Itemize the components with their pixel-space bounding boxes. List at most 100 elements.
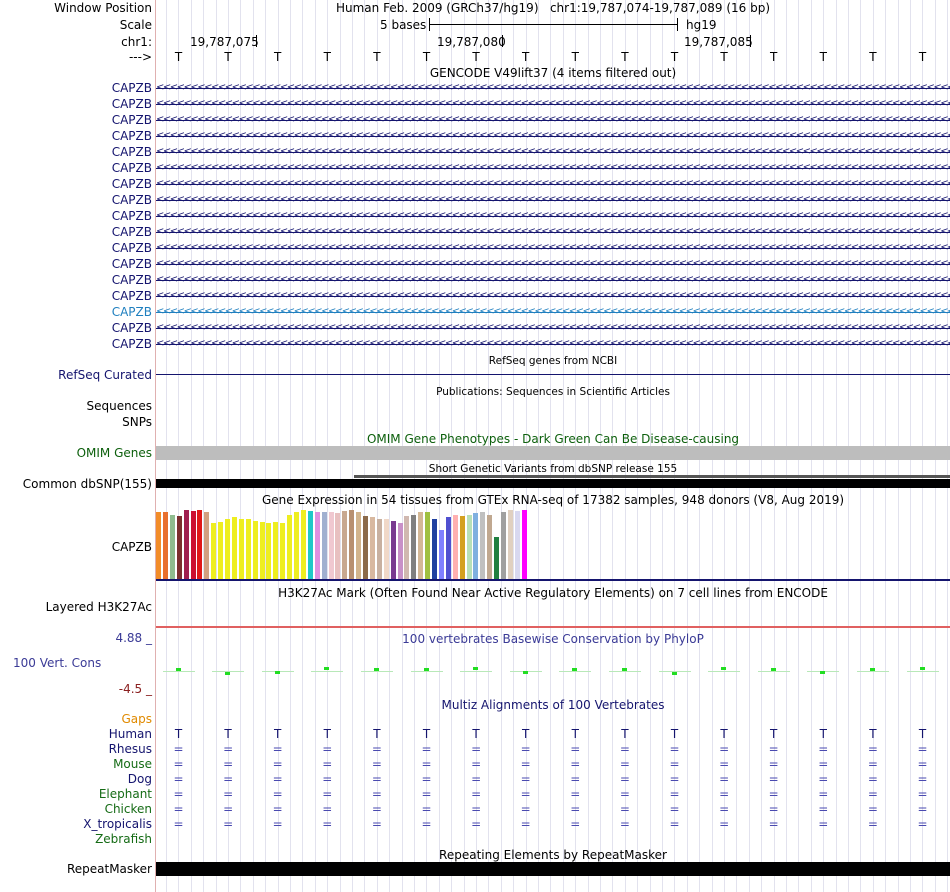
gtex-tissue-bar[interactable]	[404, 516, 410, 579]
gtex-track-label[interactable]: CAPZB	[111, 540, 152, 554]
gtex-tissue-bar[interactable]	[383, 519, 389, 579]
gtex-tissue-bar[interactable]	[514, 511, 520, 579]
gencode-gene-label[interactable]: CAPZB	[111, 193, 152, 207]
gencode-transcript[interactable]: <<<<<<<<<<<<<<<<<<<<<<<<<<<<<<<<<<<<<<<<…	[156, 146, 950, 158]
gencode-transcript[interactable]: <<<<<<<<<<<<<<<<<<<<<<<<<<<<<<<<<<<<<<<<…	[156, 130, 950, 142]
gtex-tissue-bar[interactable]	[328, 512, 334, 579]
refseq-track-label[interactable]: RefSeq Curated	[58, 368, 152, 382]
gtex-tissue-bar[interactable]	[162, 512, 168, 579]
gtex-tissue-bar[interactable]	[211, 523, 217, 579]
gtex-tissue-bar[interactable]	[335, 513, 341, 579]
gtex-tissue-bar[interactable]	[287, 515, 293, 579]
gtex-tissue-bar[interactable]	[369, 517, 375, 579]
gencode-transcript[interactable]: <<<<<<<<<<<<<<<<<<<<<<<<<<<<<<<<<<<<<<<<…	[156, 258, 950, 270]
gtex-tissue-bar[interactable]	[204, 512, 210, 579]
gtex-tissue-bar[interactable]	[432, 519, 437, 579]
gtex-tissue-bar[interactable]	[418, 512, 424, 579]
gencode-transcript[interactable]: <<<<<<<<<<<<<<<<<<<<<<<<<<<<<<<<<<<<<<<<…	[156, 114, 950, 126]
gtex-tissue-bar[interactable]	[473, 513, 479, 579]
gtex-tissue-bar[interactable]	[452, 515, 458, 579]
multiz-species-label[interactable]: Elephant	[98, 787, 152, 801]
gencode-gene-label[interactable]: CAPZB	[111, 225, 152, 239]
dbsnp-variant-bar[interactable]	[156, 479, 950, 488]
gtex-tissue-bar[interactable]	[363, 516, 368, 579]
gencode-transcript[interactable]: <<<<<<<<<<<<<<<<<<<<<<<<<<<<<<<<<<<<<<<<…	[156, 226, 950, 238]
dbsnp-upper-bar[interactable]	[354, 475, 950, 478]
gtex-tissue-bar[interactable]	[321, 512, 327, 579]
gtex-tissue-bar[interactable]	[169, 515, 175, 579]
gencode-gene-label[interactable]: CAPZB	[111, 81, 152, 95]
gencode-gene-label[interactable]: CAPZB	[111, 241, 152, 255]
repeatmasker-track-label[interactable]: RepeatMasker	[66, 862, 152, 876]
phylop-track-label[interactable]: 100 Vert. Cons	[13, 656, 102, 670]
gencode-transcript[interactable]: <<<<<<<<<<<<<<<<<<<<<<<<<<<<<<<<<<<<<<<<…	[156, 290, 950, 302]
gtex-tissue-bar[interactable]	[411, 515, 417, 579]
gtex-tissue-bar[interactable]	[349, 510, 355, 579]
phylop-plot[interactable]	[156, 648, 950, 694]
gtex-tissue-bar[interactable]	[445, 517, 451, 579]
gtex-tissue-bar[interactable]	[218, 522, 224, 579]
gencode-transcript[interactable]: <<<<<<<<<<<<<<<<<<<<<<<<<<<<<<<<<<<<<<<<…	[156, 322, 950, 334]
multiz-species-label[interactable]: Human	[108, 727, 152, 741]
gtex-tissue-bar[interactable]	[252, 521, 258, 579]
gtex-tissue-bar[interactable]	[342, 511, 348, 579]
gencode-gene-label[interactable]: CAPZB	[111, 97, 152, 111]
gtex-tissue-bar[interactable]	[238, 519, 244, 579]
gtex-tissue-bar[interactable]	[438, 530, 444, 579]
gtex-tissue-bar[interactable]	[521, 510, 527, 579]
gtex-tissue-bar[interactable]	[397, 523, 403, 579]
gtex-tissue-bar[interactable]	[466, 515, 472, 579]
gencode-transcript[interactable]: <<<<<<<<<<<<<<<<<<<<<<<<<<<<<<<<<<<<<<<<…	[156, 194, 950, 206]
gtex-tissue-bar[interactable]	[176, 516, 182, 579]
gencode-gene-label[interactable]: CAPZB	[111, 129, 152, 143]
gtex-tissue-bar[interactable]	[487, 515, 493, 579]
gtex-tissue-bar[interactable]	[390, 521, 396, 579]
gtex-tissue-bar[interactable]	[356, 512, 362, 579]
gencode-gene-label[interactable]: CAPZB	[111, 209, 152, 223]
publications-label-snps[interactable]: SNPs	[122, 415, 152, 429]
gencode-gene-label[interactable]: CAPZB	[111, 289, 152, 303]
gencode-gene-label[interactable]: CAPZB	[111, 321, 152, 335]
multiz-species-label[interactable]: Mouse	[113, 757, 152, 771]
gtex-tissue-bar[interactable]	[376, 519, 382, 579]
omim-track-label[interactable]: OMIM Genes	[76, 446, 152, 460]
gencode-gene-label[interactable]: CAPZB	[111, 257, 152, 271]
omim-phenotype-bar[interactable]	[156, 446, 950, 460]
gencode-transcript[interactable]: <<<<<<<<<<<<<<<<<<<<<<<<<<<<<<<<<<<<<<<<…	[156, 82, 950, 94]
gencode-transcript[interactable]: <<<<<<<<<<<<<<<<<<<<<<<<<<<<<<<<<<<<<<<<…	[156, 242, 950, 254]
dbsnp-track-label[interactable]: Common dbSNP(155)	[22, 477, 152, 491]
h3k27ac-track-label[interactable]: Layered H3K27Ac	[45, 600, 152, 614]
gencode-gene-label[interactable]: CAPZB	[111, 161, 152, 175]
repeatmasker-element-bar[interactable]	[156, 862, 950, 876]
gtex-expression-chart[interactable]	[156, 508, 536, 579]
gencode-gene-label[interactable]: CAPZB	[111, 145, 152, 159]
multiz-species-label[interactable]: Dog	[127, 772, 152, 786]
multiz-species-label[interactable]: Zebrafish	[95, 832, 152, 846]
gencode-transcript[interactable]: <<<<<<<<<<<<<<<<<<<<<<<<<<<<<<<<<<<<<<<<…	[156, 306, 950, 318]
gtex-tissue-bar[interactable]	[501, 512, 506, 579]
gencode-gene-label[interactable]: CAPZB	[111, 305, 152, 319]
gtex-tissue-bar[interactable]	[259, 522, 265, 579]
gtex-tissue-bar[interactable]	[280, 523, 286, 579]
gtex-tissue-bar[interactable]	[425, 512, 431, 579]
gencode-transcript[interactable]: <<<<<<<<<<<<<<<<<<<<<<<<<<<<<<<<<<<<<<<<…	[156, 178, 950, 190]
gtex-tissue-bar[interactable]	[156, 512, 161, 579]
gtex-tissue-bar[interactable]	[266, 523, 272, 579]
multiz-species-label[interactable]: Rhesus	[108, 742, 152, 756]
h3k27ac-signal-line[interactable]	[156, 626, 950, 628]
gencode-transcript[interactable]: <<<<<<<<<<<<<<<<<<<<<<<<<<<<<<<<<<<<<<<<…	[156, 210, 950, 222]
gtex-tissue-bar[interactable]	[494, 537, 500, 579]
gencode-transcript[interactable]: <<<<<<<<<<<<<<<<<<<<<<<<<<<<<<<<<<<<<<<<…	[156, 162, 950, 174]
gtex-tissue-bar[interactable]	[273, 522, 279, 579]
gtex-tissue-bar[interactable]	[231, 517, 237, 579]
gtex-tissue-bar[interactable]	[480, 512, 486, 579]
gencode-gene-label[interactable]: CAPZB	[111, 337, 152, 351]
gencode-transcript[interactable]: <<<<<<<<<<<<<<<<<<<<<<<<<<<<<<<<<<<<<<<<…	[156, 338, 950, 350]
gtex-tissue-bar[interactable]	[459, 516, 465, 579]
gencode-gene-label[interactable]: CAPZB	[111, 177, 152, 191]
gtex-tissue-bar[interactable]	[307, 511, 313, 579]
gtex-tissue-bar[interactable]	[314, 512, 320, 579]
gtex-tissue-bar[interactable]	[197, 510, 203, 579]
gencode-transcript[interactable]: <<<<<<<<<<<<<<<<<<<<<<<<<<<<<<<<<<<<<<<<…	[156, 98, 950, 110]
gencode-gene-label[interactable]: CAPZB	[111, 113, 152, 127]
